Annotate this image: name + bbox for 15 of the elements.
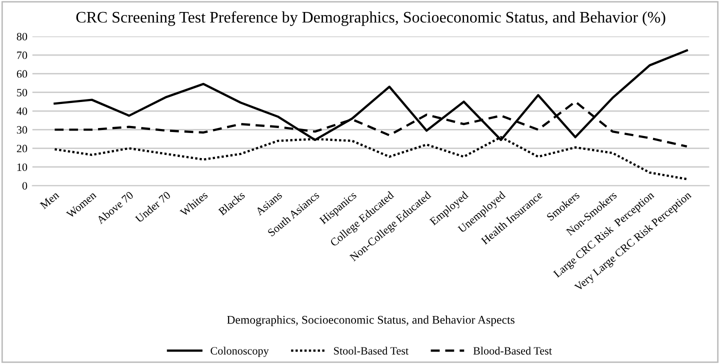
x-tick-label: Men	[40, 190, 60, 210]
y-tick-label: 40	[16, 107, 28, 115]
y-tick-label: 60	[16, 70, 28, 78]
y-tick-label: 20	[16, 144, 28, 152]
y-tick-label: 80	[16, 32, 28, 40]
y-tick-label: 30	[16, 126, 28, 134]
legend-label: Blood-Based Test	[473, 346, 552, 355]
y-tick-label: 70	[17, 52, 28, 60]
legend-label: Colonoscopy	[210, 346, 269, 357]
y-tick-label: 10	[17, 163, 28, 171]
y-tick-label: 50	[17, 88, 28, 96]
chart-title: CRC Screening Test Preference by Demographics, Socioeconomic Status, and Behavior (%)	[76, 11, 666, 26]
y-tick-label: 0	[22, 182, 28, 190]
x-axis-title: Demographics, Socioeconomic Status, and Behavior Aspects	[227, 315, 514, 326]
legend-label: Stool-Based Test	[334, 346, 409, 355]
